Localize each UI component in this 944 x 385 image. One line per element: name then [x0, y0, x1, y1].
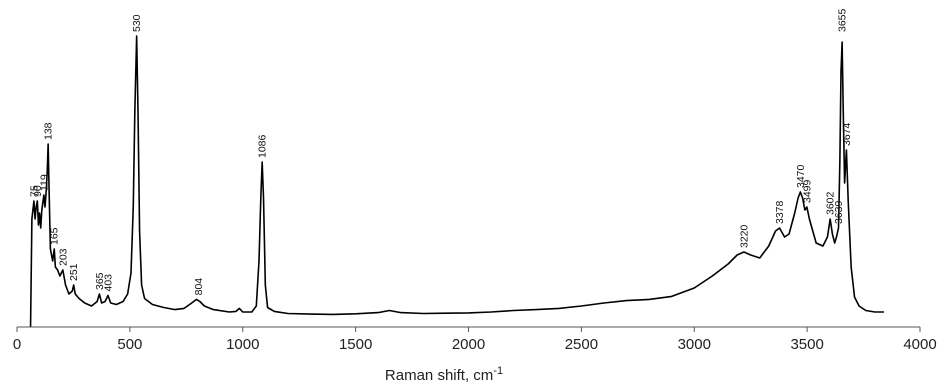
x-tick-label: 0 [13, 336, 21, 353]
peak-label: 75 [28, 185, 40, 197]
peak-label: 3220 [738, 224, 750, 248]
x-tick-label: 500 [117, 336, 142, 353]
peak-label: 203 [57, 248, 69, 266]
peak-label: 403 [103, 274, 115, 292]
spectrum-layer [29, 35, 884, 328]
x-axis [16, 326, 921, 332]
x-tick-label: 2500 [565, 336, 598, 353]
x-tick-label: 3000 [678, 336, 711, 353]
x-axis-title-text: Raman shift, cm [385, 367, 493, 384]
peak-label: 3499 [801, 179, 813, 203]
peak-label: 3639 [833, 200, 845, 224]
peak-label: 3655 [837, 8, 849, 32]
peak-label: 119 [38, 174, 50, 191]
spectrum-line [29, 35, 884, 328]
x-tick-label: 3500 [790, 336, 823, 353]
x-axis-title-superscript: -1 [493, 365, 503, 377]
peak-label: 165 [49, 227, 61, 245]
x-tick-labels: 0 500 1000 1500 2000 2500 3000 3500 4000 [13, 336, 937, 353]
x-axis-title: Raman shift, cm-1 [385, 365, 503, 384]
peak-label: 804 [193, 278, 205, 296]
x-tick-label: 2000 [452, 336, 485, 353]
peak-label: 365 [94, 272, 106, 290]
peak-label: 1086 [257, 134, 269, 158]
peak-label: 3378 [774, 200, 786, 224]
x-tick-label: 1000 [226, 336, 259, 353]
x-tick-label: 4000 [903, 336, 936, 353]
peak-label: 3602 [825, 191, 837, 215]
peak-label: 90 [32, 185, 44, 197]
peak-label: 138 [43, 122, 55, 140]
peak-label: 3674 [841, 122, 853, 146]
peak-label: 251 [68, 263, 80, 281]
peak-label: 530 [131, 14, 143, 32]
x-tick-label: 1500 [339, 336, 372, 353]
peak-label: 3470 [795, 164, 807, 188]
